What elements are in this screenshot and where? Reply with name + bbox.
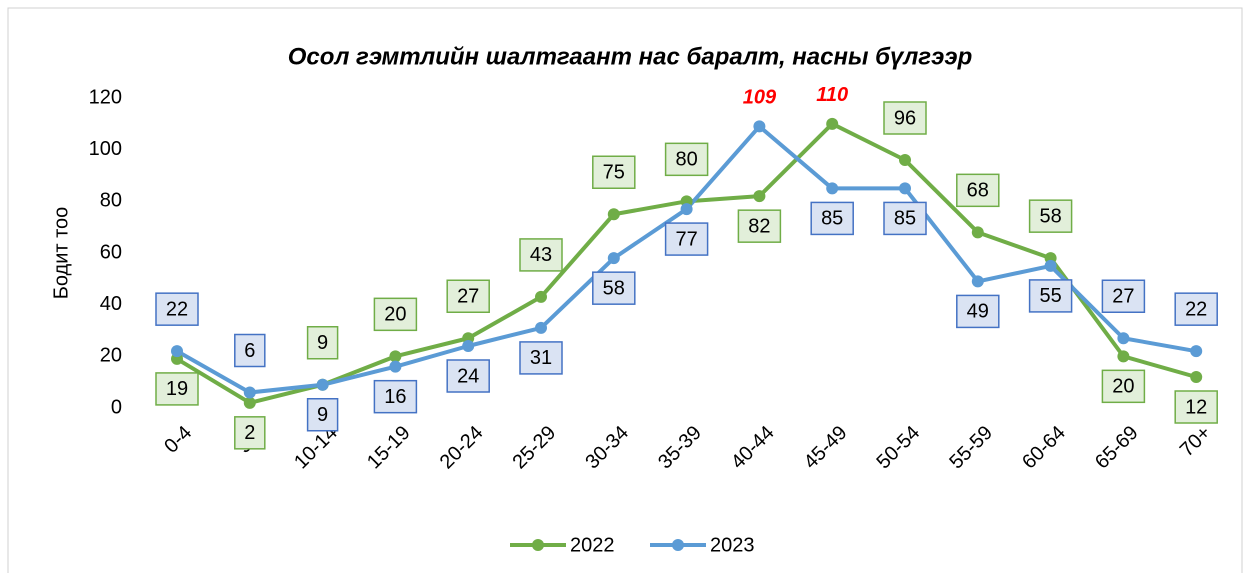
point [1117, 350, 1130, 363]
data-label-box [446, 359, 490, 393]
data-label-box [234, 416, 266, 450]
y-tick-label: 100 [89, 138, 122, 160]
data-label-box [956, 294, 1000, 329]
data-label-box [519, 238, 563, 272]
data-label: 20 [1112, 376, 1134, 398]
point [171, 345, 183, 358]
data-label: 80 [675, 149, 697, 171]
data-label: 85 [894, 208, 916, 230]
point [535, 290, 547, 303]
data-label-box [664, 142, 709, 177]
data-label: 16 [384, 386, 406, 408]
data-label-box [1101, 369, 1146, 404]
data-label-box [155, 292, 199, 326]
data-label: 68 [967, 180, 989, 202]
data-label: 27 [1112, 286, 1134, 308]
data-label: 43 [530, 244, 552, 266]
y-tick-label: 80 [100, 190, 122, 212]
data-label: 58 [1039, 205, 1061, 227]
data-label: 96 [894, 107, 916, 129]
data-label: 22 [166, 298, 188, 320]
data-label: 9 [317, 332, 328, 354]
point [462, 340, 475, 352]
legend-label: 2022 [570, 534, 615, 556]
data-label: 27 [457, 286, 479, 308]
data-label-box [737, 209, 782, 243]
data-label-box [306, 326, 339, 360]
data-label-box [234, 333, 266, 368]
chart-title: Осол гэмтлийн шалтгаант нас баралт, насн… [288, 43, 972, 70]
point [899, 182, 911, 195]
data-label: 31 [530, 347, 552, 369]
point [607, 208, 620, 221]
point [389, 350, 402, 363]
data-label: 75 [603, 162, 625, 184]
y-tick-label: 40 [100, 293, 122, 315]
data-label-box [1101, 279, 1146, 313]
data-label: 49 [967, 301, 989, 323]
y-tick-label: 60 [100, 241, 122, 263]
point [1117, 332, 1130, 345]
y-tick-label: 120 [89, 86, 122, 108]
point [316, 378, 329, 391]
data-label-box [1174, 292, 1218, 326]
y-axis-label: Бодит тоо [50, 207, 72, 300]
data-label-box [1028, 279, 1073, 313]
point [899, 154, 911, 166]
data-label-box [1174, 390, 1218, 424]
point [389, 360, 402, 373]
data-label: 82 [748, 215, 770, 237]
data-label: 58 [603, 277, 625, 299]
point [680, 203, 693, 216]
data-label: 9 [317, 404, 328, 426]
data-label-box [373, 297, 418, 332]
point [753, 190, 766, 203]
data-label-box [883, 101, 927, 135]
data-label-box [883, 201, 927, 236]
data-label-box [956, 173, 1000, 208]
data-label: 77 [675, 228, 697, 250]
legend-marker [532, 539, 544, 551]
data-label: 110 [816, 84, 848, 106]
point [607, 252, 620, 265]
point [1044, 259, 1057, 272]
data-label-box [155, 372, 199, 406]
legend-label: 2023 [710, 534, 755, 556]
point [1190, 371, 1203, 383]
data-label-box [592, 155, 636, 189]
data-label-box [373, 379, 418, 414]
point [1190, 345, 1203, 358]
point [535, 321, 547, 334]
y-tick-label: 0 [111, 396, 122, 418]
y-tick-label: 20 [100, 345, 122, 367]
data-label: 55 [1039, 285, 1061, 307]
point [971, 275, 984, 288]
point [243, 386, 256, 399]
point [971, 226, 984, 239]
data-label: 12 [1185, 396, 1207, 418]
data-label: 109 [743, 87, 777, 109]
data-label: 2 [244, 422, 255, 444]
data-label: 20 [384, 304, 406, 326]
point [753, 120, 766, 133]
data-label: 6 [244, 340, 255, 362]
data-label-box [1028, 199, 1073, 233]
data-label-box [446, 279, 490, 313]
data-label: 24 [457, 365, 479, 387]
data-label-box [519, 341, 563, 375]
point [243, 396, 256, 409]
data-label-box [810, 201, 854, 236]
data-label: 19 [166, 378, 188, 400]
data-label: 85 [821, 208, 843, 230]
legend-marker [672, 539, 684, 551]
point [826, 117, 839, 130]
point [826, 182, 839, 195]
data-label: 22 [1185, 298, 1207, 320]
data-label-box [664, 222, 709, 256]
data-label-box [306, 398, 339, 432]
data-label-box [592, 271, 636, 305]
